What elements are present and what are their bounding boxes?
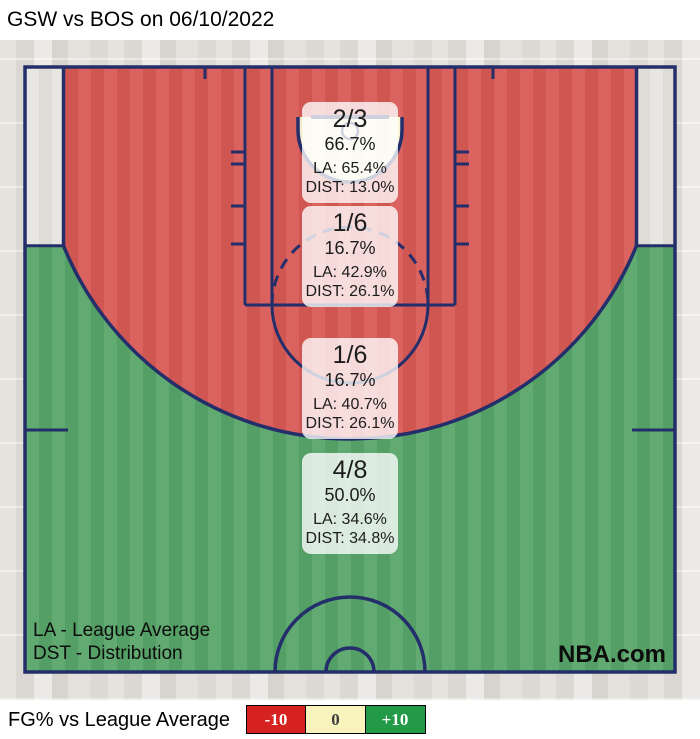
legend-swatch-negative-label: -10 xyxy=(264,709,288,729)
zone-league-avg: LA: 34.6% xyxy=(313,511,387,528)
zone-fg-pct: 16.7% xyxy=(324,238,376,258)
legend-swatch-negative: -10 xyxy=(245,705,307,734)
zone-distribution: DIST: 26.1% xyxy=(305,415,395,432)
legend-swatch-positive: +10 xyxy=(364,705,426,734)
color-legend: FG% vs League Average -10 0 +10 xyxy=(8,705,698,735)
zone-made-attempts: 4/8 xyxy=(332,456,368,484)
center-circle-inner xyxy=(324,646,376,673)
zone-made-attempts: 2/3 xyxy=(332,105,368,133)
zone-stat-box-mid-range: 1/6 16.7% LA: 40.7% DIST: 26.1% xyxy=(302,338,398,439)
zone-distribution: DIST: 34.8% xyxy=(305,530,395,547)
zone-fg-pct: 16.7% xyxy=(324,370,376,390)
zone-league-avg: LA: 65.4% xyxy=(313,160,387,177)
legend-swatches: -10 0 +10 xyxy=(245,705,426,734)
zone-distribution: DIST: 26.1% xyxy=(305,283,395,300)
zone-made-attempts: 1/6 xyxy=(332,341,368,369)
zone-stat-box-three-point: 4/8 50.0% LA: 34.6% DIST: 34.8% xyxy=(302,453,398,554)
legend-swatch-positive-label: +10 xyxy=(381,709,409,729)
lane-lines xyxy=(243,67,457,305)
baseline-tick-marks xyxy=(203,67,495,79)
note-league-average: LA - League Average xyxy=(33,620,211,641)
zone-fg-pct: 50.0% xyxy=(324,485,376,505)
court-border xyxy=(23,65,677,674)
zone-distribution: DIST: 13.0% xyxy=(305,179,395,196)
legend-swatch-zero-label: 0 xyxy=(331,709,340,729)
zone-stat-box-restricted-area: 2/3 66.7% LA: 65.4% DIST: 13.0% xyxy=(302,102,398,203)
zone-stat-box-paint: 1/6 16.7% LA: 42.9% DIST: 26.1% xyxy=(302,206,398,307)
zone-league-avg: LA: 40.7% xyxy=(313,396,387,413)
nba-watermark: NBA.com xyxy=(557,641,666,668)
note-distribution: DST - Distribution xyxy=(33,643,183,664)
legend-label: FG% vs League Average xyxy=(8,709,230,731)
abbreviation-notes: LA - League Average DST - Distribution xyxy=(33,619,210,665)
lane-hash-marks xyxy=(231,150,469,246)
zone-made-attempts: 1/6 xyxy=(332,209,368,237)
legend-swatch-zero: 0 xyxy=(305,705,366,734)
zone-league-avg: LA: 42.9% xyxy=(313,264,387,281)
center-circle-outer xyxy=(273,595,427,673)
zone-fg-pct: 66.7% xyxy=(324,134,376,154)
page-title: GSW vs BOS on 06/10/2022 xyxy=(7,8,275,31)
